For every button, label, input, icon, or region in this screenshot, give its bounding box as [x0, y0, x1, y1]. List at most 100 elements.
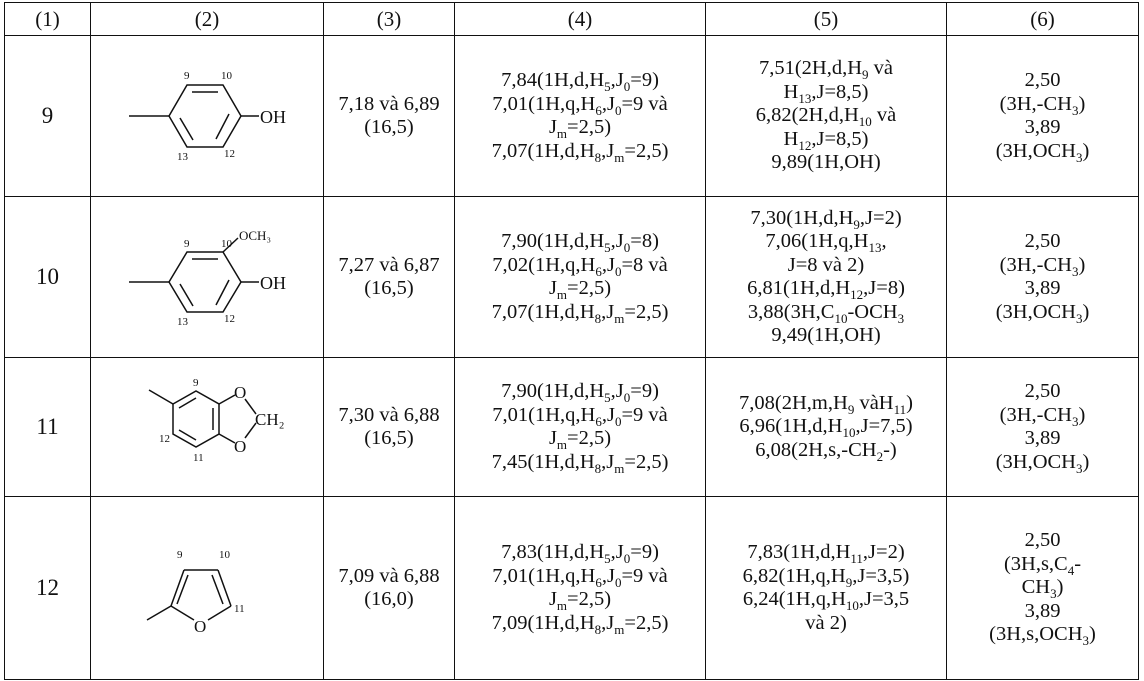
shift-line: J=8 và 2) — [787, 253, 865, 276]
shift-line: 6,82(2H,d,H10 và — [755, 104, 897, 130]
header-col1: (1) — [4, 2, 91, 36]
shift-line: H13,J=8,5) — [783, 80, 869, 106]
shift-line: Jm=2,5) — [548, 427, 612, 453]
table-row-12: 12 O 9 10 11 7,09 và 6,88 (1 — [4, 496, 1139, 680]
svg-text:9: 9 — [184, 238, 190, 250]
shift-col6: 2,50 (3H,s,C4- CH3) 3,89 (3H,s,OCH3) — [946, 496, 1139, 680]
furan-structure: O 9 10 11 — [146, 549, 245, 636]
shift-col5: 7,08(2H,m,H9 vàH11) 6,96(1H,d,H10,J=7,5) 6… — [705, 357, 947, 497]
shift-col6: 2,50 (3H,-CH3) 3,89 (3H,OCH3) — [946, 35, 1139, 197]
table-row-9: 9 OH 9 10 13 12 7,18 và 6,89 (16,5) — [4, 35, 1139, 197]
svg-text:12: 12 — [224, 148, 235, 160]
shift-line: Jm=2,5) — [548, 116, 612, 142]
shift-line: 9,89(1H,OH) — [771, 151, 881, 174]
svg-text:11: 11 — [193, 452, 204, 464]
header-col5: (5) — [705, 2, 947, 36]
shift-line: 6,24(1H,q,H10,J=3,5 — [742, 588, 910, 614]
shift-line: Jm=2,5) — [548, 277, 612, 303]
svg-text:13: 13 — [177, 151, 189, 163]
svg-text:10: 10 — [221, 70, 233, 82]
svg-text:12: 12 — [159, 433, 170, 445]
shift-line: (3H,-CH3) — [999, 403, 1086, 429]
shift-line: và 2) — [805, 611, 847, 634]
shift-line: 7,30(1H,d,H9,J=2) — [750, 206, 902, 232]
shift-line: 9,49(1H,OH) — [771, 324, 881, 346]
compound-number: 9 — [4, 35, 91, 197]
shift-line: (3H,OCH3) — [995, 450, 1090, 476]
shift-line: CH3) — [1021, 576, 1064, 602]
shift-line: (3H,OCH3) — [995, 300, 1090, 326]
svg-text:9: 9 — [193, 377, 199, 389]
shift-line: (3H,OCH3) — [995, 139, 1090, 165]
shift-col3: 7,18 và 6,89 (16,5) — [323, 35, 455, 197]
shift-col5: 7,83(1H,d,H11,J=2) 6,82(1H,q,H9,J=3,5) 6,2… — [705, 496, 947, 680]
shift-col3: 7,30 và 6,88 (16,5) — [323, 357, 455, 497]
header-col4: (4) — [454, 2, 706, 36]
header-row: (1) (2) (3) (4) (5) (6) — [4, 2, 1139, 36]
structure-cell: O 9 10 11 — [90, 496, 324, 680]
shift-line: 7,45(1H,d,H8,Jm=2,5) — [491, 450, 669, 476]
hydroxyl-label: OH — [260, 107, 286, 127]
shift-col4: 7,90(1H,d,H5,J0=8) 7,02(1H,q,H6,J0=8 và Jm… — [454, 196, 706, 358]
benzodioxole-structure: O O CH₂ 9 12 11 — [148, 377, 285, 464]
shift-col6: 2,50 (3H,-CH3) 3,89 (3H,OCH3) — [946, 196, 1139, 358]
compound-number: 12 — [4, 496, 91, 680]
svg-text:13: 13 — [177, 316, 189, 328]
shift-line: (3H,-CH3) — [999, 253, 1086, 279]
shift-line: 3,89 — [1024, 277, 1061, 299]
shift-col3: 7,09 và 6,88 (16,0) — [323, 496, 455, 680]
methoxy-hydroxyphenyl-structure: OCH₃ OH 9 10 13 12 — [129, 228, 286, 328]
shift-line: 2,50 — [1024, 529, 1061, 552]
shift-line: 3,89 — [1024, 599, 1061, 622]
shift-line: 7,83(1H,d,H5,J0=9) — [501, 541, 659, 567]
shift-line: Jm=2,5) — [548, 588, 612, 614]
header-col3: (3) — [323, 2, 455, 36]
shift-line: (3H,-CH3) — [999, 92, 1086, 118]
structure-cell: OCH₃ OH 9 10 13 12 — [90, 196, 324, 358]
hydroxyl-label: OH — [260, 273, 286, 293]
svg-text:11: 11 — [234, 603, 245, 615]
header-col2: (2) — [90, 2, 324, 36]
structure-cell: O O CH₂ 9 12 11 — [90, 357, 324, 497]
shift-line: 7,83(1H,d,H11,J=2) — [747, 541, 905, 567]
shift-line: (3H,s,C4- — [1003, 552, 1082, 578]
shift-col5: 7,30(1H,d,H9,J=2) 7,06(1H,q,H13, J=8 và 2)… — [705, 196, 947, 358]
shift-line: (3H,s,OCH3) — [989, 623, 1096, 649]
shift-line: 3,89 — [1024, 116, 1061, 138]
methylene-label: CH₂ — [255, 410, 285, 429]
shift-line: 7,01(1H,q,H6,J0=9 và — [492, 92, 668, 118]
shift-line: H12,J=8,5) — [783, 127, 869, 153]
shift-line: 2,50 — [1024, 230, 1061, 252]
methoxy-label: OCH₃ — [239, 228, 271, 243]
shift-line: 6,82(1H,q,H9,J=3,5) — [742, 564, 910, 590]
shift-line: 7,06(1H,q,H13, — [765, 230, 887, 256]
para-hydroxyphenyl-structure: OH 9 10 13 12 — [129, 70, 286, 163]
compound-number: 11 — [4, 357, 91, 497]
shift-col4: 7,83(1H,d,H5,J0=9) 7,01(1H,q,H6,J0=9 và Jm… — [454, 496, 706, 680]
shift-line: 7,84(1H,d,H5,J0=9) — [501, 69, 659, 95]
table-row-10: 10 OCH₃ OH 9 10 13 12 — [4, 196, 1139, 358]
svg-text:12: 12 — [224, 313, 235, 325]
compound-number: 10 — [4, 196, 91, 358]
shift-col3: 7,27 và 6,87 (16,5) — [323, 196, 455, 358]
shift-line: 6,96(1H,d,H10,J=7,5) — [739, 415, 913, 441]
shift-line: 7,51(2H,d,H9 và — [758, 57, 894, 83]
shift-line: 3,89 — [1024, 427, 1061, 449]
structure-cell: OH 9 10 13 12 — [90, 35, 324, 197]
header-col6: (6) — [946, 2, 1139, 36]
shift-line: 7,90(1H,d,H5,J0=9) — [501, 380, 659, 406]
svg-text:O: O — [234, 437, 246, 456]
svg-text:10: 10 — [221, 238, 233, 250]
shift-line: 7,02(1H,q,H6,J0=8 và — [492, 253, 668, 279]
shift-line: 7,07(1H,d,H8,Jm=2,5) — [491, 300, 669, 326]
shift-line: 7,09(1H,d,H8,Jm=2,5) — [491, 611, 669, 637]
shift-col4: 7,84(1H,d,H5,J0=9) 7,01(1H,q,H6,J0=9 và Jm… — [454, 35, 706, 197]
shift-line: 7,01(1H,q,H6,J0=9 và — [492, 403, 668, 429]
nmr-data-table: (1) (2) (3) (4) (5) (6) 9 OH 9 10 13 — [4, 2, 1139, 680]
svg-text:9: 9 — [177, 549, 183, 561]
svg-text:O: O — [194, 617, 206, 636]
shift-col6: 2,50 (3H,-CH3) 3,89 (3H,OCH3) — [946, 357, 1139, 497]
table-row-11: 11 O O CH₂ 9 12 11 — [4, 357, 1139, 497]
shift-col4: 7,90(1H,d,H5,J0=9) 7,01(1H,q,H6,J0=9 và Jm… — [454, 357, 706, 497]
svg-text:9: 9 — [184, 70, 190, 82]
